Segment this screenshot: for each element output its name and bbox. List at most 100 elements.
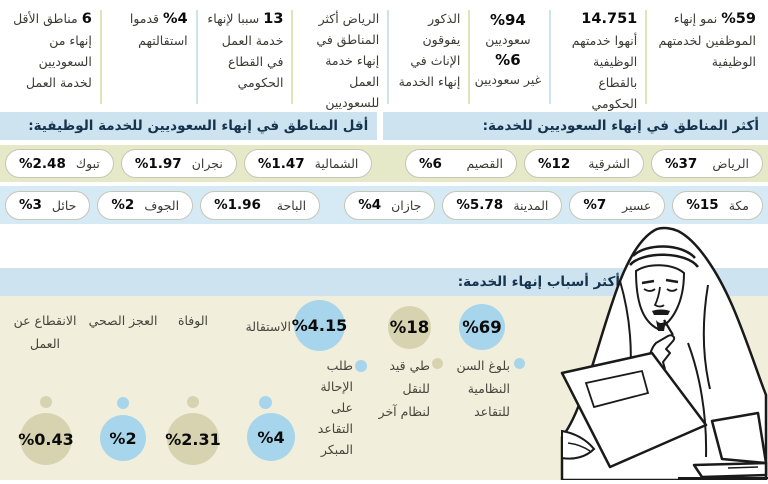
region-pill-riyadh: الرياض %37: [651, 149, 763, 178]
stat-label: الرياض أكثر المناطق في إنهاء خدمة العمل …: [316, 11, 380, 110]
section-title: أكثر المناطق في إنهاء السعوديين للخدمة:: [482, 118, 759, 134]
stat-reasons-count: 13 سببا لإنهاء خدمة العمل في القطاع الحك…: [195, 6, 292, 112]
stat-label-non-saudis: غير سعوديين: [474, 72, 542, 87]
stat-males-exceed-females: الذكور يفوقون الإناث في إنهاء الخدمة: [387, 6, 468, 112]
reason-value: %2: [109, 428, 137, 448]
region-name: تبوك: [75, 156, 100, 171]
stat-value: 6: [81, 11, 92, 27]
bullet-dot-transfer: [432, 358, 443, 369]
region-value: %2.48: [19, 155, 66, 172]
region-value: %2: [111, 197, 135, 213]
least-regions-row2: الباحة %1.96 الجوف %2 حائل %3: [5, 190, 321, 220]
region-name: الرياض: [712, 156, 749, 171]
stat-nationality-split: %94 سعوديين %6 غير سعوديين: [468, 6, 549, 112]
reason-label-death: الوفاة: [177, 313, 209, 328]
bullet-dot-early-retirement: [355, 360, 367, 372]
region-value: %3: [19, 197, 42, 213]
region-pill-eastern: الشرقية %12: [524, 149, 644, 178]
top-stats-strip: %59 نمو إنهاء الموظفين لخدمتهم الوظيفية …: [0, 0, 768, 112]
region-value: %5.78: [456, 197, 504, 213]
reason-label-early-retirement: طلب الإحالة على التقاعد المبكر: [317, 358, 353, 457]
region-name: جازان: [391, 197, 422, 213]
stat-resignations: %4 قدموا استقالتهم: [99, 6, 196, 112]
stat-value: 13: [263, 11, 284, 27]
region-pill-hail: حائل %3: [5, 190, 91, 220]
stat-value-non-saudis: %6: [495, 51, 521, 69]
region-pill-makkah: مكة %15: [672, 190, 763, 220]
region-name: المدينة: [513, 197, 549, 213]
stat-total-terminated: 14.751 أنهوا خدمتهم الوظيفية بالقطاع الح…: [549, 6, 645, 112]
reason-value: %4: [257, 427, 285, 447]
reason-circle-work-absence: %0.43: [18, 413, 74, 465]
section-title: أقل المناطق في إنهاء السعوديين للخدمة ال…: [28, 118, 369, 134]
region-value: %7: [583, 197, 607, 213]
stat-label: أنهوا خدمتهم الوظيفية بالقطاع الحكومي: [571, 33, 638, 111]
stat-label: مناطق الأقل إنهاء من السعوديين لخدمة الع…: [13, 11, 92, 90]
region-value: %12: [538, 155, 571, 172]
reason-circle-resignation: %4.15: [291, 300, 348, 351]
region-pill-asir: عسير %7: [569, 190, 666, 220]
reason-label-retirement-age: بلوغ السن النظامية للتقاعد: [456, 358, 510, 419]
mini-dot-early-retirement: [259, 396, 272, 409]
stat-label: نمو إنهاء الموظفين لخدمتهم الوظيفية: [658, 11, 757, 69]
region-pill-jouf: الجوف %2: [97, 190, 194, 220]
stat-value: 14.751: [581, 11, 638, 27]
reason-circle-health-disability: %2: [100, 415, 146, 461]
region-pill-najran: نجران %1.97: [120, 149, 237, 178]
mini-dot-health-disability: [117, 397, 129, 409]
reason-circle-death: %2.31: [165, 413, 221, 465]
region-value: %1.96: [214, 197, 261, 213]
region-value: %6: [419, 155, 442, 172]
stat-label: سببا لإنهاء خدمة العمل في القطاع الحكومي: [207, 11, 284, 90]
stat-label: قدموا استقالتهم: [129, 11, 188, 48]
region-pill-qassim: القصيم %6: [405, 149, 517, 178]
header-most-regions: أكثر المناطق في إنهاء السعوديين للخدمة:: [383, 112, 768, 140]
stat-value-saudis: %94: [489, 11, 526, 29]
reason-value: %69: [462, 317, 502, 337]
reason-value: %4.15: [291, 316, 348, 335]
region-pill-jazan: جازان %4: [344, 190, 436, 220]
region-name: الجوف: [144, 197, 180, 213]
region-row-2: مكة %15 عسير %7 المدينة %5.78 جازان %4 ا…: [0, 186, 768, 224]
reason-circle-early-retirement: %4: [247, 413, 295, 461]
region-name: حائل: [51, 197, 77, 213]
reason-circle-transfer: %18: [388, 306, 431, 349]
region-name: عسير: [622, 197, 652, 213]
region-value: %37: [665, 155, 698, 172]
header-least-regions: أقل المناطق في إنهاء السعوديين للخدمة ال…: [0, 112, 378, 140]
region-pill-baha: الباحة %1.96: [200, 190, 321, 220]
most-regions-row1: الرياض %37 الشرقية %12 القصيم %6: [405, 149, 763, 178]
region-name: مكة: [728, 197, 749, 213]
region-pill-northern: الشمالية %1.47: [243, 149, 373, 178]
region-value: %1.47: [257, 155, 305, 172]
region-name: الشمالية: [314, 156, 359, 171]
region-value: %4: [358, 197, 382, 213]
reason-value: %2.31: [165, 429, 221, 449]
least-regions-row1: الشمالية %1.47 نجران %1.97 تبوك %2.48: [5, 149, 373, 178]
region-section-headers: أكثر المناطق في إنهاء السعوديين للخدمة: …: [0, 112, 768, 140]
stat-riyadh-top-region: الرياض أكثر المناطق في إنهاء خدمة العمل …: [291, 6, 387, 112]
bullet-dot-retirement-age: [514, 358, 525, 369]
reason-value: %0.43: [18, 429, 74, 449]
man-reading-document-illustration: [560, 225, 768, 482]
region-value: %1.97: [134, 155, 182, 172]
region-name: الشرقية: [588, 156, 630, 171]
reason-label-transfer: طي قيد للنقل لنظام آخر: [378, 358, 430, 419]
mini-dot-death: [187, 396, 199, 408]
region-pill-tabuk: تبوك %2.48: [5, 149, 114, 178]
reason-label-resignation: الاستقالة: [245, 319, 292, 334]
reason-value: %18: [389, 318, 430, 337]
stat-value: %4: [163, 11, 188, 27]
stat-least-regions-count: 6 مناطق الأقل إنهاء من السعوديين لخدمة ا…: [4, 6, 100, 112]
region-name: نجران: [191, 156, 223, 171]
stat-label-saudis: سعوديين: [485, 32, 531, 47]
region-name: القصيم: [466, 156, 503, 171]
most-regions-row2: مكة %15 عسير %7 المدينة %5.78 جازان %4: [344, 190, 763, 220]
stat-value: %59: [721, 11, 756, 27]
region-row-1: الرياض %37 الشرقية %12 القصيم %6 الشمالي…: [0, 145, 768, 182]
reason-label-work-absence: الانقطاع عن العمل: [13, 313, 77, 351]
stat-label: الذكور يفوقون الإناث في إنهاء الخدمة: [398, 11, 461, 89]
region-pill-madinah: المدينة %5.78: [442, 190, 563, 220]
saudi-man-illustration-svg: [560, 226, 768, 482]
